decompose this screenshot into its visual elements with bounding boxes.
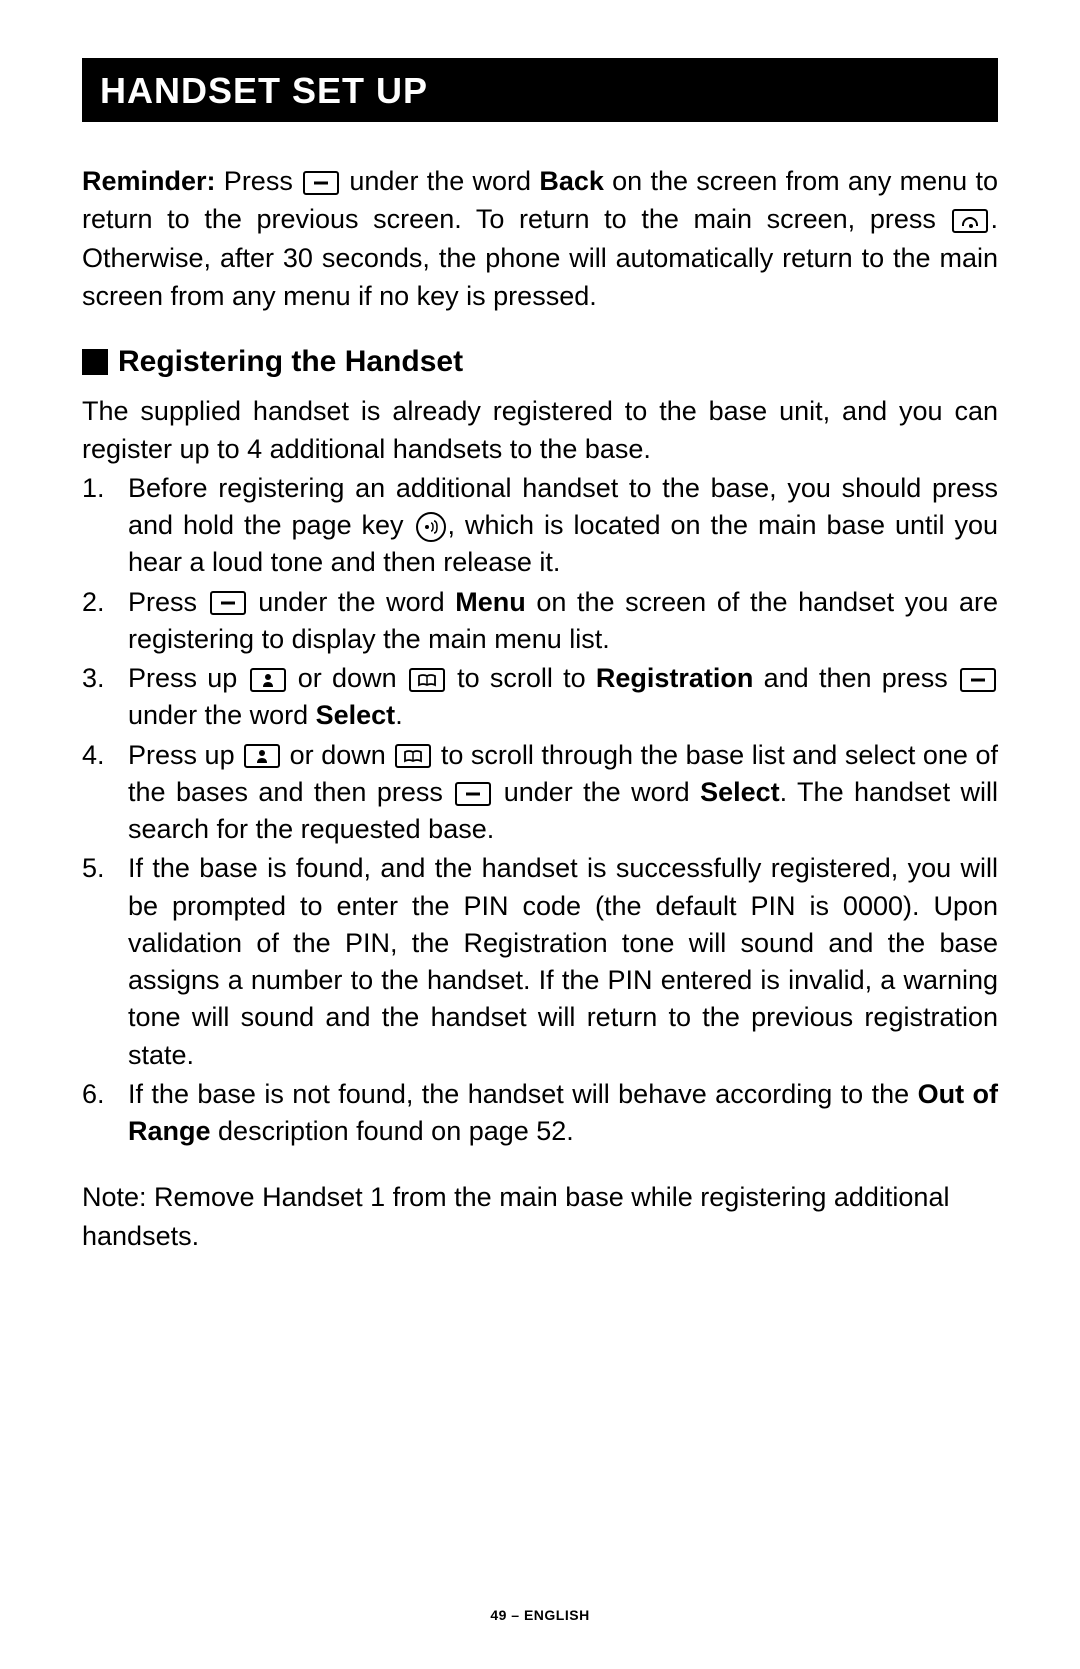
note-paragraph: Note: Remove Handset 1 from the main bas…	[82, 1178, 998, 1255]
step-2: Press under the word Menu on the screen …	[82, 584, 998, 659]
step3-reg: Registration	[596, 663, 754, 693]
reminder-back-word: Back	[539, 166, 604, 196]
step5-text: If the base is found, and the handset is…	[128, 853, 998, 1069]
step3-sel: Select	[316, 700, 396, 730]
down-book-key-icon	[395, 744, 431, 768]
step2-b: under the word	[248, 587, 456, 617]
page-header-bar: HANDSET SET UP	[82, 58, 998, 122]
step2-menu: Menu	[455, 587, 526, 617]
dash-key-icon	[303, 171, 339, 195]
section-heading-row: Registering the Handset	[82, 345, 998, 379]
hangup-key-icon	[952, 209, 988, 233]
dash-key-icon	[960, 668, 996, 692]
step3-e: under the word	[128, 700, 316, 730]
step-6: If the base is not found, the handset wi…	[82, 1076, 998, 1151]
section-intro: The supplied handset is already register…	[82, 393, 998, 468]
reminder-label: Reminder:	[82, 166, 216, 196]
step3-f: .	[395, 700, 403, 730]
step-5: If the base is found, and the handset is…	[82, 850, 998, 1074]
step3-d: and then press	[753, 663, 958, 693]
reminder-paragraph: Reminder: Press under the word Back on t…	[82, 162, 998, 315]
step4-a: Press up	[128, 740, 242, 770]
step1-b: , which is located on the main base	[448, 510, 895, 540]
up-person-key-icon	[244, 744, 280, 768]
reminder-text-1: Press	[216, 166, 302, 196]
up-person-key-icon	[250, 668, 286, 692]
page-footer: 49 – ENGLISH	[0, 1607, 1080, 1623]
step4-sel: Select	[700, 777, 780, 807]
step4-d: under the word	[493, 777, 700, 807]
step-4: Press up or down to scroll through the b…	[82, 737, 998, 849]
step6-a: If the base is not found, the handset wi…	[128, 1079, 918, 1109]
step4-b: or down	[282, 740, 393, 770]
step3-b: or down	[288, 663, 407, 693]
section-marker-icon	[82, 349, 108, 375]
section-title: Registering the Handset	[118, 345, 463, 379]
dash-key-icon	[210, 591, 246, 615]
step1-d: and then release it.	[323, 547, 560, 577]
step-3: Press up or down to scroll to Registrati…	[82, 660, 998, 735]
dash-key-icon	[455, 782, 491, 806]
down-book-key-icon	[409, 668, 445, 692]
page-key-icon	[416, 512, 446, 542]
step6-b: description found on page 52.	[211, 1116, 574, 1146]
reminder-text-2: under the word	[341, 166, 539, 196]
step-1: Before registering an additional handset…	[82, 470, 998, 582]
step3-c: to scroll to	[447, 663, 596, 693]
step2-a: Press	[128, 587, 208, 617]
page-header-title: HANDSET SET UP	[100, 70, 428, 111]
step3-a: Press up	[128, 663, 248, 693]
steps-list: Before registering an additional handset…	[82, 470, 998, 1151]
